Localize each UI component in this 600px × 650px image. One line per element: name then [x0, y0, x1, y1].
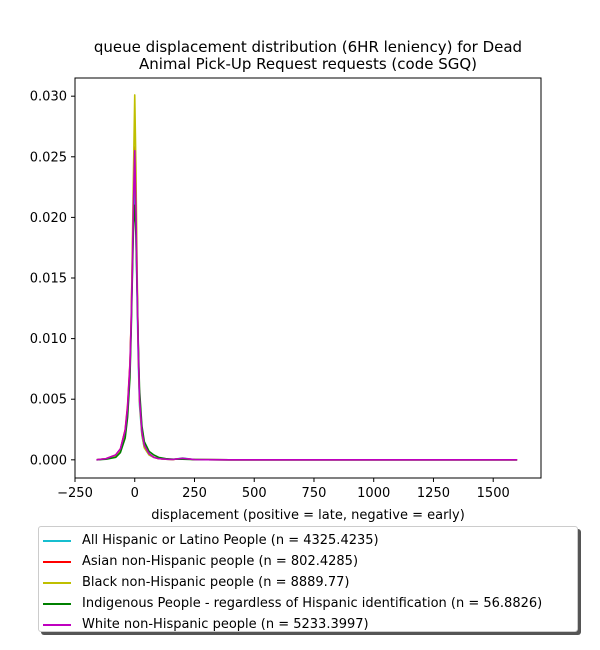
x-axis: −250 0 250 500 750 1000 1250 1500: [57, 478, 510, 501]
plot-area: [96, 94, 518, 461]
x-tick-label: 250: [182, 486, 207, 501]
x-tick-label: 1500: [477, 486, 510, 501]
y-tick-label: 0.015: [30, 272, 67, 287]
legend-item: White non-Hispanic people (n = 5233.3997…: [39, 614, 577, 635]
legend-label: All Hispanic or Latino People (n = 4325.…: [82, 533, 379, 548]
series-line-4: [96, 204, 518, 461]
legend-label: White non-Hispanic people (n = 5233.3997…: [82, 617, 369, 632]
y-tick-label: 0.030: [30, 90, 67, 105]
x-tick-label: 1000: [357, 486, 390, 501]
y-tick-label: 0.020: [30, 211, 67, 226]
legend-swatch: [43, 602, 71, 605]
legend-swatch: [43, 560, 71, 563]
y-tick-label: 0.025: [30, 150, 67, 165]
legend: All Hispanic or Latino People (n = 4325.…: [38, 526, 578, 632]
legend-swatch: [43, 581, 71, 584]
x-tick-label: 0: [131, 486, 139, 501]
legend-label: Indigenous People - regardless of Hispan…: [82, 596, 543, 611]
y-tick-label: 0.005: [30, 393, 67, 408]
legend-item: Asian non-Hispanic people (n = 802.4285): [39, 551, 577, 572]
series-line-2: [96, 146, 518, 461]
legend-label: Asian non-Hispanic people (n = 802.4285): [82, 554, 359, 569]
chart-title-line-2: Animal Pick-Up Request requests (code SG…: [139, 55, 477, 73]
legend-swatch: [43, 623, 71, 626]
legend-item: Indigenous People - regardless of Hispan…: [39, 593, 577, 614]
legend-swatch: [43, 539, 71, 542]
x-tick-label: 1250: [417, 486, 450, 501]
legend-item: Black non-Hispanic people (n = 8889.77): [39, 572, 577, 593]
y-axis: 0.000 0.005 0.010 0.015 0.020 0.025 0.030: [30, 90, 75, 468]
y-tick-label: 0.010: [30, 332, 67, 347]
series-line-5: [96, 149, 518, 461]
plot-frame: [74, 77, 542, 479]
x-tick-label: 750: [302, 486, 327, 501]
x-tick-label: −250: [57, 486, 93, 501]
legend-label: Black non-Hispanic people (n = 8889.77): [82, 575, 350, 590]
x-tick-label: 500: [242, 486, 267, 501]
chart-title-line-1: queue displacement distribution (6HR len…: [94, 38, 522, 56]
x-axis-label: displacement (positive = late, negative …: [151, 508, 465, 523]
series-line-3: [96, 94, 518, 461]
y-tick-label: 0.000: [30, 453, 67, 468]
series-line-1: [96, 174, 518, 461]
legend-item: All Hispanic or Latino People (n = 4325.…: [39, 530, 577, 551]
